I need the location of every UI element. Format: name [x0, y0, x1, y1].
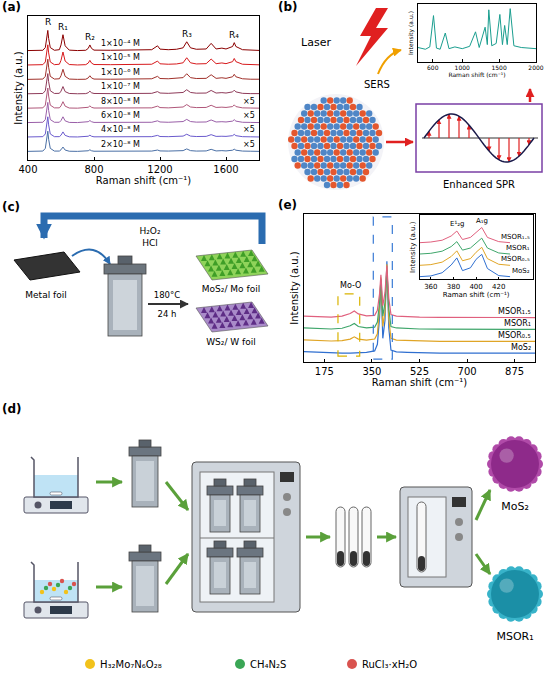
svg-text:MoS₂: MoS₂: [512, 267, 530, 275]
html-text:(c): (c): [2, 200, 21, 214]
svg-text:4×10⁻⁸ M: 4×10⁻⁸ M: [101, 125, 140, 134]
svg-text:MSOR₀.₅: MSOR₀.₅: [501, 255, 530, 263]
svg-text:1000: 1000: [455, 64, 470, 71]
svg-text:×5: ×5: [243, 125, 255, 134]
svg-text:CH₄N₂S: CH₄N₂S: [250, 659, 286, 670]
html-text:(e): (e): [278, 198, 298, 212]
svg-text:HCl: HCl: [142, 238, 158, 248]
svg-text:360: 360: [424, 283, 437, 291]
svg-text:2000: 2000: [528, 64, 543, 71]
svg-text:Metal foil: Metal foil: [25, 290, 66, 300]
svg-text:Intensity (a.u.): Intensity (a.u.): [289, 251, 300, 324]
svg-text:400: 400: [18, 164, 37, 175]
svg-text:Intensity (a.u.): Intensity (a.u.): [13, 51, 24, 124]
svg-text:R₃: R₃: [182, 29, 192, 39]
svg-text:800: 800: [84, 164, 103, 175]
svg-text:350: 350: [362, 366, 381, 377]
svg-text:600: 600: [427, 64, 439, 71]
svg-text:R: R: [45, 17, 51, 27]
svg-text:RuCl₃·xH₂O: RuCl₃·xH₂O: [362, 659, 417, 670]
svg-text:1×10⁻⁶ M: 1×10⁻⁶ M: [101, 68, 140, 77]
html-text:(d): (d): [2, 402, 22, 416]
svg-text:1×10⁻⁷ M: 1×10⁻⁷ M: [101, 82, 140, 91]
svg-text:MoS₂: MoS₂: [501, 500, 529, 513]
svg-text:R₂: R₂: [85, 32, 95, 42]
svg-text:1200: 1200: [147, 164, 172, 175]
svg-text:8×10⁻⁸ M: 8×10⁻⁸ M: [101, 97, 140, 106]
svg-text:1600: 1600: [213, 164, 238, 175]
svg-text:MoS₂: MoS₂: [511, 343, 531, 352]
svg-text:MSOR₁: MSOR₁: [504, 319, 531, 328]
svg-text:1×10⁻⁴ M: 1×10⁻⁴ M: [101, 39, 140, 48]
svg-text:525: 525: [410, 366, 429, 377]
svg-text:×5: ×5: [243, 111, 255, 120]
svg-text:MSOR₁.₅: MSOR₁.₅: [498, 307, 531, 316]
svg-text:E¹₂g: E¹₂g: [450, 220, 464, 228]
svg-text:Enhanced SPR: Enhanced SPR: [443, 179, 515, 190]
svg-text:WS₂/ W foil: WS₂/ W foil: [206, 337, 256, 347]
svg-text:Raman shift (cm⁻¹): Raman shift (cm⁻¹): [448, 71, 505, 78]
svg-text:400: 400: [469, 283, 482, 291]
svg-text:MSOR₀.₅: MSOR₀.₅: [498, 331, 531, 340]
svg-text:Intensity (a.u.): Intensity (a.u.): [407, 11, 415, 55]
svg-text:MSOR₁: MSOR₁: [506, 244, 530, 252]
svg-text:Raman shift (cm⁻¹): Raman shift (cm⁻¹): [372, 377, 467, 388]
svg-text:MSOR₁.₅: MSOR₁.₅: [501, 233, 530, 241]
svg-text:420: 420: [492, 283, 505, 291]
svg-text:MoS₂/ Mo foil: MoS₂/ Mo foil: [202, 284, 260, 294]
svg-text:H₃₂Mo₇N₆O₂₈: H₃₂Mo₇N₆O₂₈: [100, 659, 162, 670]
svg-text:Laser: Laser: [301, 36, 331, 49]
html-text:(b): (b): [278, 0, 298, 14]
svg-text:175: 175: [315, 366, 334, 377]
svg-text:×5: ×5: [243, 140, 255, 149]
svg-text:700: 700: [458, 366, 477, 377]
svg-text:SERS: SERS: [364, 79, 390, 90]
svg-text:6×10⁻⁸ M: 6×10⁻⁸ M: [101, 111, 140, 120]
svg-text:MSOR₁: MSOR₁: [496, 630, 533, 643]
svg-text:R₄: R₄: [229, 30, 239, 40]
svg-text:380: 380: [447, 283, 460, 291]
svg-text:2×10⁻⁸ M: 2×10⁻⁸ M: [101, 140, 140, 149]
svg-text:1500: 1500: [491, 64, 506, 71]
svg-text:A₁g: A₁g: [476, 217, 488, 225]
svg-text:H₂O₂: H₂O₂: [139, 226, 160, 236]
svg-text:Raman shift (cm⁻¹): Raman shift (cm⁻¹): [443, 291, 510, 299]
svg-text:Intensity (a.u.): Intensity (a.u.): [409, 221, 417, 273]
svg-text:Mo-O: Mo-O: [340, 281, 361, 290]
svg-text:R₁: R₁: [58, 22, 68, 32]
svg-text:24 h: 24 h: [158, 309, 177, 319]
svg-text:×5: ×5: [243, 97, 255, 106]
svg-text:Raman shift (cm⁻¹): Raman shift (cm⁻¹): [96, 175, 191, 186]
html-text:(a): (a): [2, 0, 22, 14]
svg-text:1×10⁻⁵ M: 1×10⁻⁵ M: [101, 53, 140, 62]
svg-text:180°C: 180°C: [154, 290, 180, 300]
svg-text:875: 875: [505, 366, 524, 377]
